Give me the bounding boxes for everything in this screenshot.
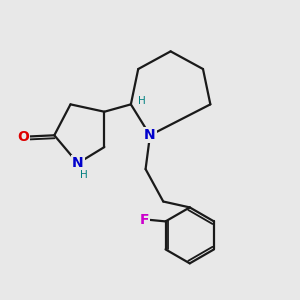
Text: N: N [72,156,84,170]
Text: N: N [144,128,156,142]
Text: F: F [140,213,149,227]
Text: O: O [17,130,29,144]
Text: H: H [138,96,146,106]
Text: H: H [80,170,88,180]
